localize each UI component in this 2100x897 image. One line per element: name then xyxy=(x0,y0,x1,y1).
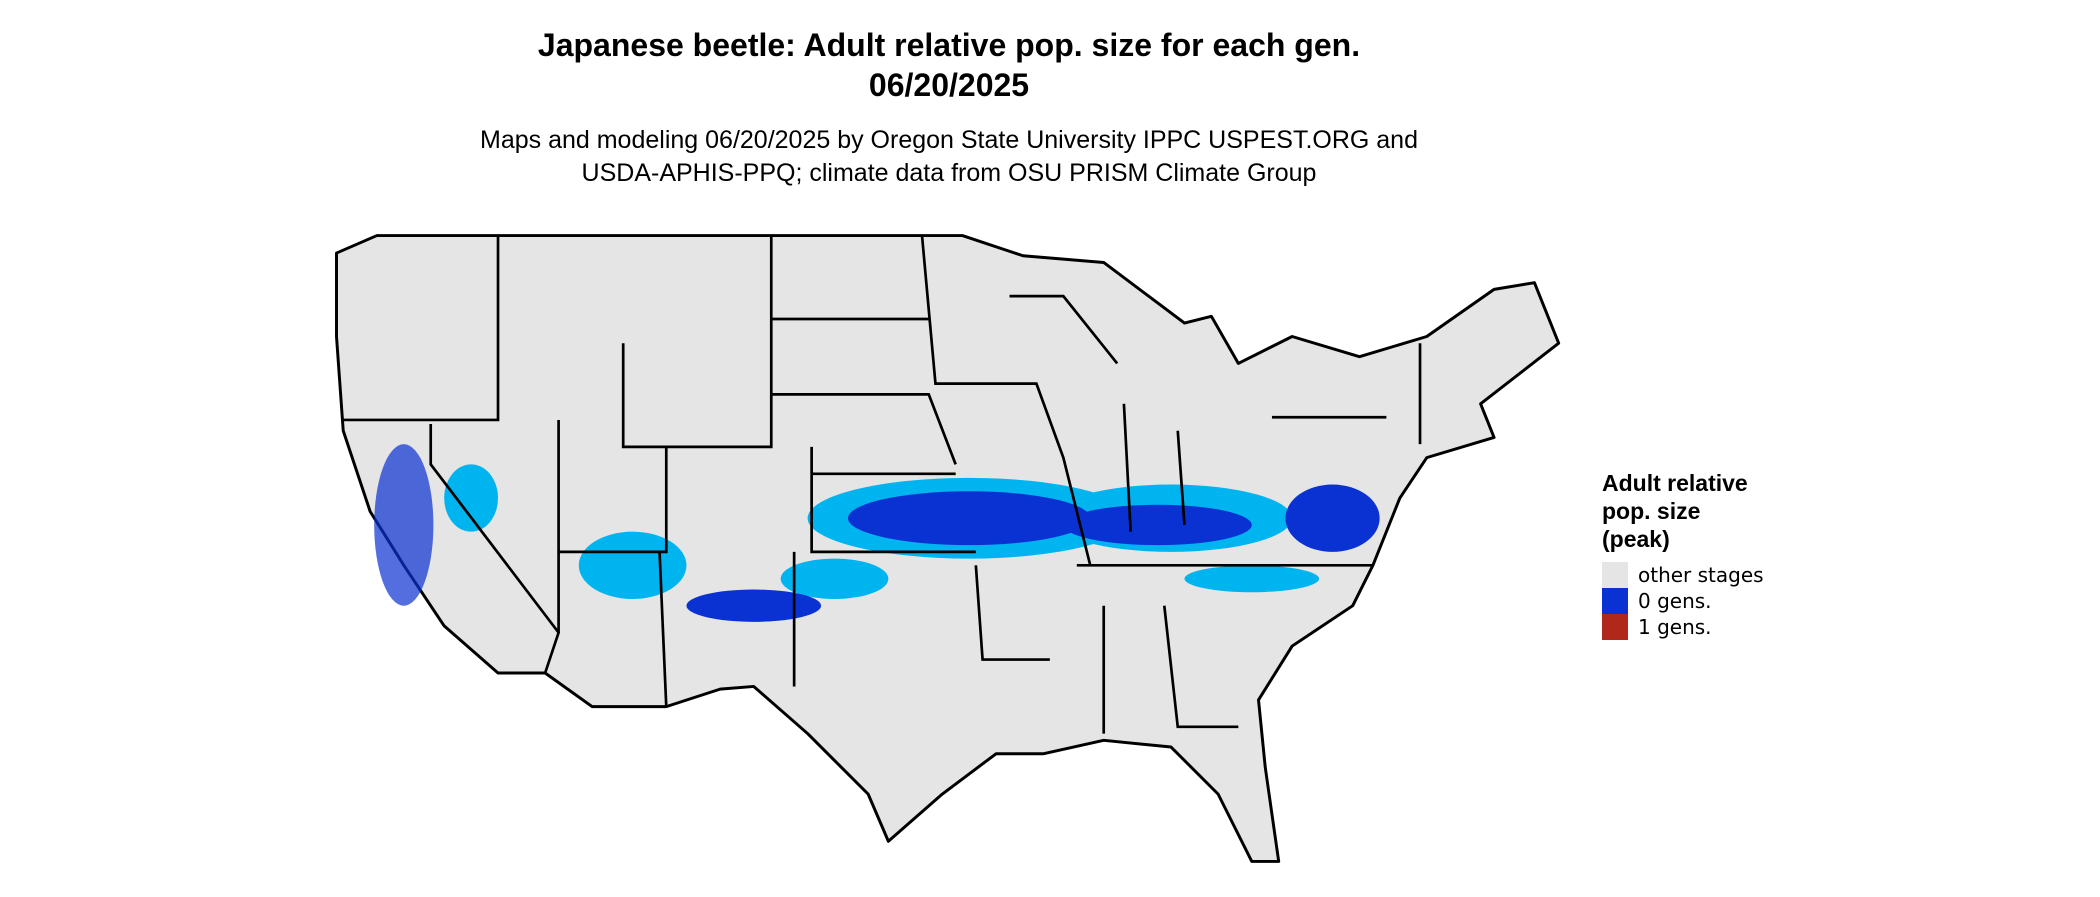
legend-title: pop. size xyxy=(1602,498,1700,524)
legend-label: 0 gens. xyxy=(1638,589,1712,613)
legend-label: other stages xyxy=(1638,563,1764,587)
title: Japanese beetle: Adult relative pop. siz… xyxy=(538,27,1360,63)
legend: Adult relative pop. size (peak) other st… xyxy=(1602,470,1764,640)
legend-title: (peak) xyxy=(1602,526,1670,552)
title: 06/20/2025 xyxy=(869,67,1029,103)
legend-swatch xyxy=(1602,588,1628,614)
map xyxy=(335,234,1561,863)
legend-swatch xyxy=(1602,614,1628,640)
subtitle: USDA-APHIS-PPQ; climate data from OSU PR… xyxy=(582,159,1317,187)
legend-title: Adult relative xyxy=(1602,470,1748,496)
legend-label: 1 gens. xyxy=(1638,615,1712,639)
legend-swatch xyxy=(1602,562,1628,588)
subtitle: Maps and modeling 06/20/2025 by Oregon S… xyxy=(480,126,1418,154)
state-borders xyxy=(343,235,1422,734)
